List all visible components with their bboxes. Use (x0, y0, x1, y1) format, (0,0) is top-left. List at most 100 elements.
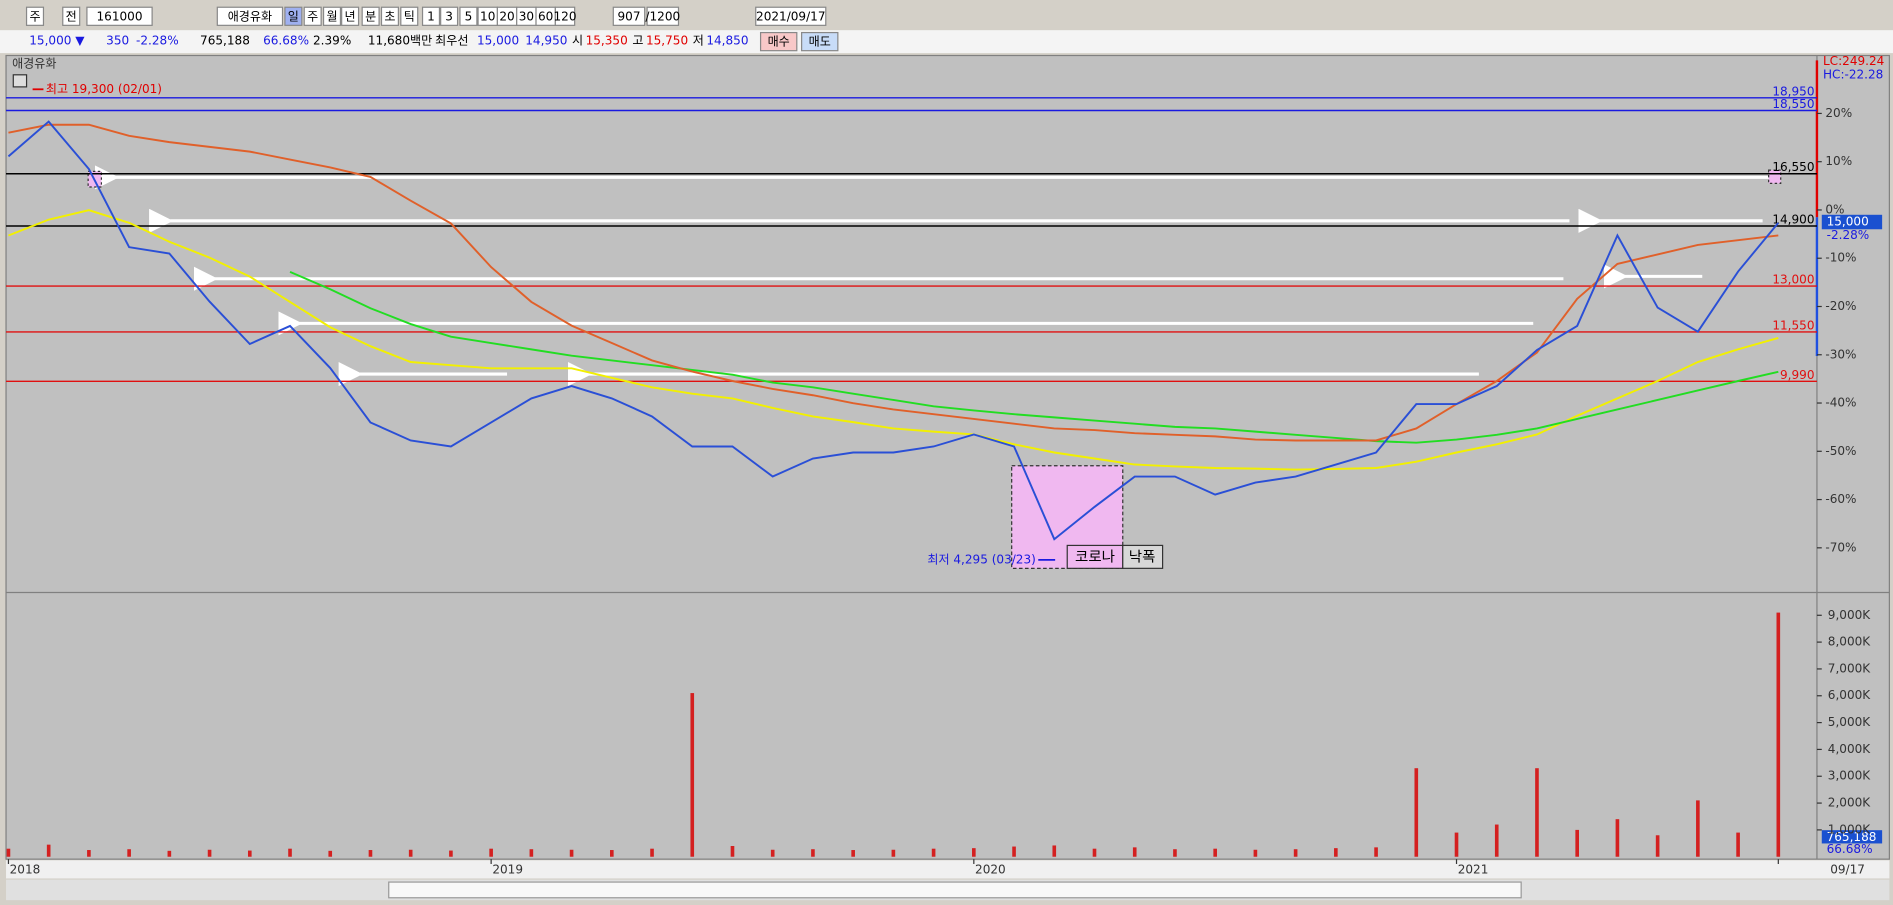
quote-item: 11,680백만 (368, 34, 432, 48)
quote-item: 765,188 (200, 34, 250, 48)
quote-item: 15,000 ▼ (29, 34, 85, 48)
volume-bar (368, 850, 373, 857)
quote-item: 66.68% (263, 34, 309, 48)
quote-item: 시 (572, 34, 583, 48)
current-price-box (1821, 214, 1883, 230)
quote-item: 고 (632, 34, 643, 48)
volume-bar (1293, 849, 1298, 857)
volume-bar (449, 850, 453, 857)
moving-average (8, 123, 1779, 442)
scroll-thumb[interactable] (388, 881, 1522, 899)
volume-bar (288, 848, 292, 857)
y2-tick-label: -50% (1825, 444, 1856, 458)
volume-bar (1615, 819, 1620, 857)
volume-bar (529, 849, 534, 857)
y2-tick-label: -40% (1825, 396, 1856, 410)
volume-bar (1696, 800, 1700, 857)
toolbar-button[interactable] (361, 6, 380, 26)
lc-label: LC:249.24 (1823, 54, 1884, 68)
volume-bar (489, 848, 493, 857)
toolbar-button[interactable] (62, 6, 81, 26)
toolbar-button[interactable] (755, 6, 827, 26)
volume-bar (328, 850, 333, 857)
quote-item: 저 (693, 34, 704, 48)
toolbar-button[interactable] (303, 6, 322, 26)
volume-bar (46, 844, 51, 857)
x-tick-label: 2020 (975, 863, 1006, 877)
toolbar-label: 전 (66, 9, 77, 23)
moving-average (289, 270, 1779, 444)
toolbar-button[interactable] (646, 6, 680, 26)
volume-bar (770, 849, 775, 857)
volume-tick-label: 2,000K (1828, 796, 1871, 810)
volume-bar (931, 848, 936, 857)
volume-bar (1655, 835, 1660, 857)
toolbar-label: 30 (519, 9, 534, 23)
volume-bar (1334, 848, 1338, 857)
toolbar-label: 일 (288, 9, 299, 23)
tag: 낙폭 (1129, 548, 1156, 565)
current-volume: 765,188 (1827, 830, 1877, 844)
toolbar-label: 2021/09/17 (756, 9, 825, 23)
toolbar-button[interactable] (25, 6, 45, 26)
toolbar-button[interactable] (284, 6, 303, 26)
toolbar-button[interactable] (380, 6, 400, 26)
volume-bar (1012, 846, 1016, 857)
toolbar-button[interactable] (440, 6, 459, 26)
quote-item: 350 (106, 34, 129, 48)
toolbar-label: 주 (29, 9, 40, 23)
toolbar-label: 주 (307, 9, 318, 23)
quote-bar (0, 30, 1893, 54)
volume-bar (569, 849, 574, 857)
level-label: 16,550 (1772, 160, 1814, 174)
toolbar-label: 1 (427, 9, 435, 23)
quote-item: 15,000 (477, 34, 519, 48)
level-label: 11,550 (1772, 318, 1814, 332)
y2-tick-label: -70% (1825, 540, 1856, 554)
volume-tick-label: 8,000K (1828, 635, 1871, 649)
chart-panel (5, 54, 1890, 860)
quote-item: 15,750 (646, 34, 688, 48)
volume-bar (1535, 768, 1539, 857)
toolbar-button[interactable] (216, 6, 284, 26)
tag-box (1122, 544, 1164, 569)
trade-button-label[interactable]: 매도 (809, 35, 831, 49)
trade-button[interactable] (759, 31, 798, 52)
quote-item: -2.28% (136, 34, 179, 48)
toolbar-label: 907 (617, 9, 640, 23)
current-change: -2.28% (1827, 228, 1870, 242)
y2-tick-label: -20% (1825, 299, 1856, 313)
toolbar-label: 년 (345, 9, 356, 23)
toolbar-label: 10 (480, 9, 495, 23)
volume-bar (610, 850, 614, 857)
volume-bar (1454, 832, 1459, 857)
trade-button-label[interactable]: 매수 (768, 35, 790, 49)
trade-button[interactable] (801, 31, 839, 52)
x-tick-label: 09/17 (1830, 863, 1865, 877)
volume-bar (1776, 612, 1781, 857)
y2-tick-label: 20% (1825, 106, 1852, 120)
y2-tick-label: -10% (1825, 251, 1856, 265)
toolbar-button[interactable] (322, 6, 342, 26)
quote-item: 최우선 (435, 34, 468, 48)
toolbar-button[interactable] (554, 6, 576, 26)
x-tick-label: 2019 (492, 863, 523, 877)
y2-tick-label: -60% (1825, 492, 1856, 506)
toolbar-button[interactable] (400, 6, 419, 26)
y2-tick-label: 0% (1825, 202, 1844, 216)
hc-label: HC:-22.28 (1823, 67, 1883, 81)
toolbar-button[interactable] (86, 6, 153, 26)
volume-bar (851, 850, 855, 857)
panel-icon[interactable] (12, 74, 28, 88)
x-tick-label: 2018 (10, 863, 41, 877)
volume-bar (207, 849, 212, 857)
volume-bar (408, 849, 413, 857)
toolbar-button[interactable] (421, 6, 441, 26)
toolbar-label: 애경유화 (228, 9, 272, 23)
toolbar-button[interactable] (459, 6, 478, 26)
toolbar-button[interactable] (612, 6, 646, 26)
volume-bar (167, 850, 172, 857)
toolbar-button[interactable] (341, 6, 360, 26)
quote-item: 14,950 (525, 34, 567, 48)
